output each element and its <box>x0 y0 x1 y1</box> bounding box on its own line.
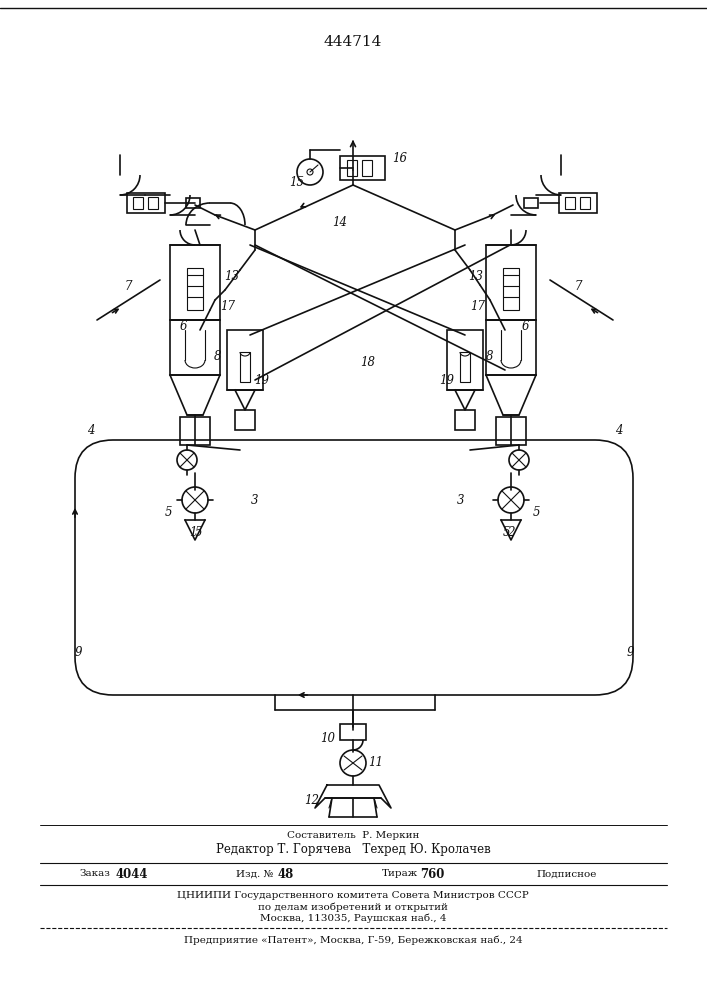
Bar <box>565 197 575 209</box>
Text: 6: 6 <box>521 320 529 334</box>
Bar <box>340 724 366 740</box>
Bar <box>170 245 220 320</box>
Text: 3: 3 <box>457 493 464 506</box>
Bar <box>496 417 526 445</box>
Bar <box>133 197 143 209</box>
Text: 17: 17 <box>470 300 486 314</box>
Text: 7: 7 <box>124 279 132 292</box>
Text: по делам изобретений и открытий: по делам изобретений и открытий <box>258 902 448 912</box>
Text: Предприятие «Патент», Москва, Г-59, Бережковская наб., 24: Предприятие «Патент», Москва, Г-59, Бере… <box>184 935 522 945</box>
Bar <box>460 352 470 382</box>
Bar <box>127 193 165 213</box>
Text: 5: 5 <box>164 506 172 518</box>
Text: 444714: 444714 <box>324 35 382 49</box>
Text: 13: 13 <box>469 269 484 282</box>
Text: 9: 9 <box>626 646 633 658</box>
Text: 9: 9 <box>74 646 82 658</box>
Text: 4044: 4044 <box>116 867 148 880</box>
Text: Заказ: Заказ <box>80 869 110 879</box>
Text: 10: 10 <box>320 732 336 744</box>
Text: 12: 12 <box>305 794 320 806</box>
Bar <box>447 330 483 390</box>
Bar <box>240 352 250 382</box>
Bar <box>347 160 357 176</box>
Bar <box>235 410 255 430</box>
Circle shape <box>307 169 313 175</box>
Bar <box>340 156 385 180</box>
Bar <box>559 193 597 213</box>
Bar <box>486 245 536 320</box>
Text: Составитель  Р. Меркин: Составитель Р. Меркин <box>287 832 419 840</box>
Text: 5: 5 <box>502 526 510 538</box>
Text: Изд. №: Изд. № <box>236 869 274 879</box>
Text: ЦНИИПИ Государственного комитета Совета Министров СССР: ЦНИИПИ Государственного комитета Совета … <box>177 892 529 900</box>
Text: 7: 7 <box>574 279 582 292</box>
Bar <box>148 197 158 209</box>
Text: 760: 760 <box>420 867 444 880</box>
Text: 15: 15 <box>289 176 305 188</box>
Text: 5: 5 <box>194 526 201 538</box>
Text: 4: 4 <box>87 424 95 436</box>
Text: 11: 11 <box>368 756 383 770</box>
Text: 18: 18 <box>361 357 375 369</box>
Text: 5: 5 <box>532 506 539 518</box>
Bar <box>524 198 538 208</box>
Text: 3: 3 <box>251 493 259 506</box>
Text: 17: 17 <box>221 300 235 314</box>
Text: 16: 16 <box>392 151 407 164</box>
Text: Редактор Т. Горячева   Техред Ю. Кролачев: Редактор Т. Горячева Техред Ю. Кролачев <box>216 844 491 856</box>
Bar <box>362 160 372 176</box>
Bar <box>170 320 220 375</box>
Bar <box>180 417 210 445</box>
Text: 8: 8 <box>214 351 222 363</box>
Text: 19: 19 <box>255 373 269 386</box>
Text: 1: 1 <box>189 526 197 538</box>
Bar <box>503 268 519 310</box>
Bar <box>187 268 203 310</box>
Text: 8: 8 <box>486 351 493 363</box>
Text: Тираж: Тираж <box>382 869 418 879</box>
Bar <box>486 320 536 375</box>
Bar <box>227 330 263 390</box>
Bar <box>186 198 200 208</box>
Bar <box>455 410 475 430</box>
Text: 19: 19 <box>440 373 455 386</box>
Bar <box>580 197 590 209</box>
Text: 13: 13 <box>225 269 240 282</box>
Text: Подписное: Подписное <box>537 869 597 879</box>
Text: 48: 48 <box>278 867 294 880</box>
Text: 6: 6 <box>180 320 187 334</box>
Text: Москва, 113035, Раушская наб., 4: Москва, 113035, Раушская наб., 4 <box>259 913 446 923</box>
Text: 14: 14 <box>332 216 348 229</box>
Text: 2: 2 <box>507 526 515 538</box>
Text: 4: 4 <box>615 424 623 436</box>
